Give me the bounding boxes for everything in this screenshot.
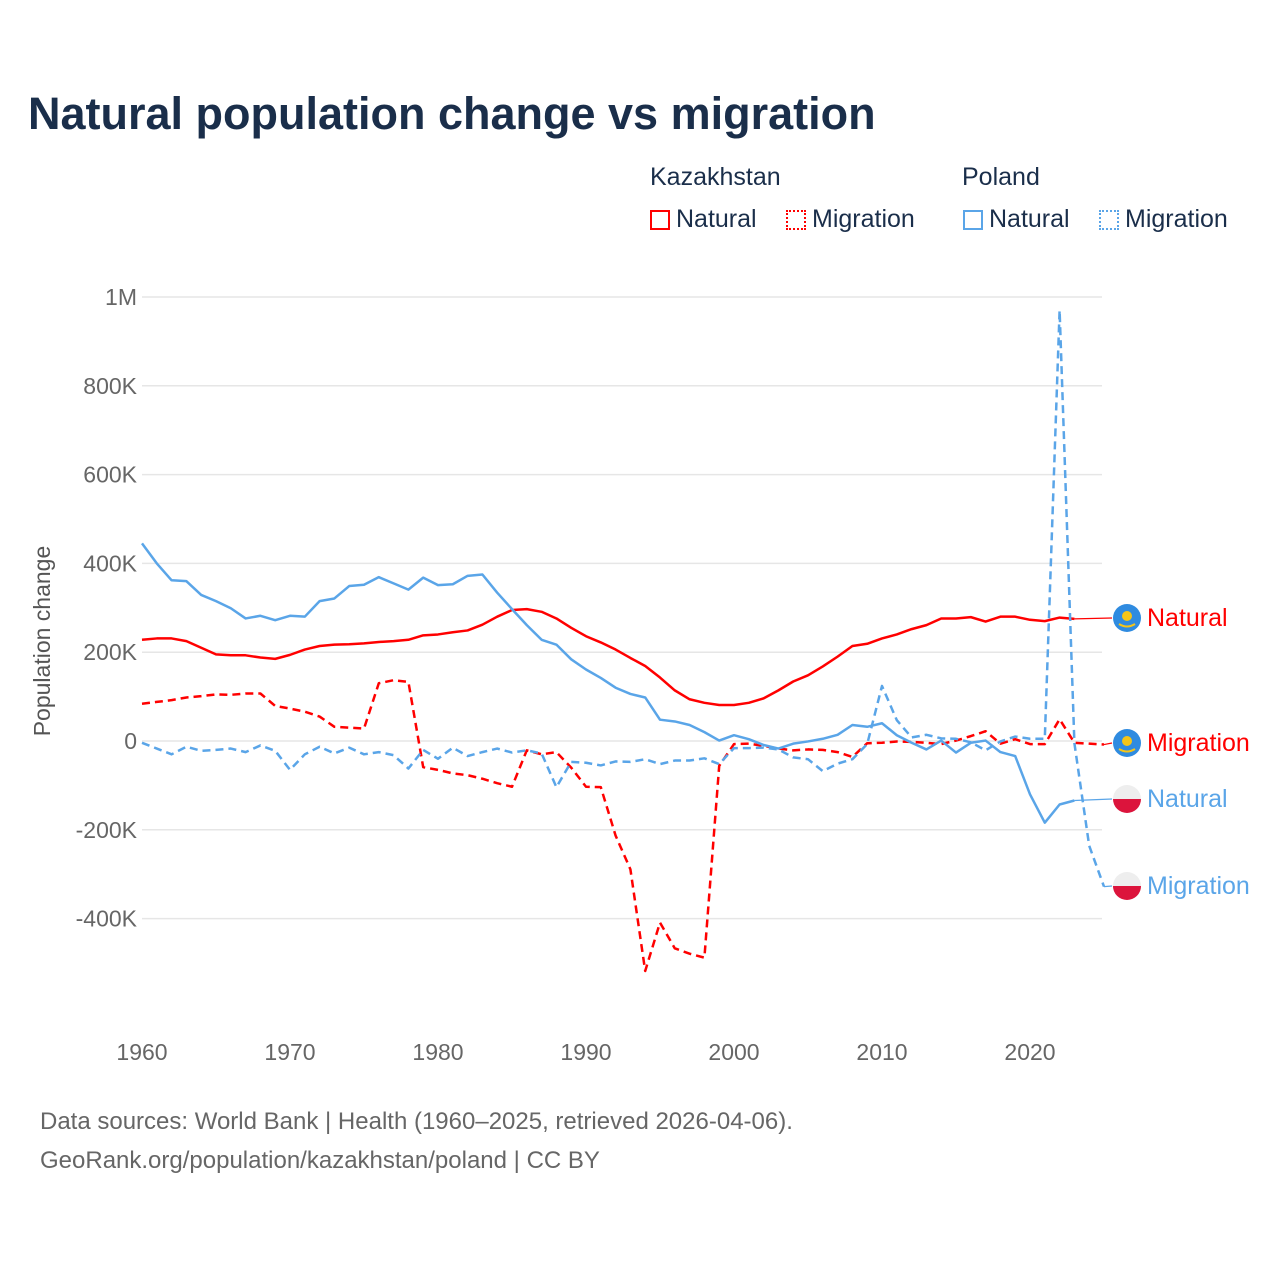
x-tick-label: 2000 — [708, 1039, 759, 1065]
poland-flag-icon — [1113, 872, 1141, 900]
y-tick-label: 800K — [83, 373, 137, 399]
series-end-label: Natural — [1147, 785, 1228, 813]
footer-sources: Data sources: World Bank | Health (1960–… — [40, 1108, 793, 1135]
legend-group-poland: Poland — [962, 163, 1040, 191]
legend-kz-natural[interactable]: Natural — [650, 205, 757, 234]
x-tick-label: 1990 — [560, 1039, 611, 1065]
y-tick-label: 600K — [83, 462, 137, 488]
label-connector — [1074, 798, 1113, 802]
label-connector — [1103, 885, 1113, 888]
y-tick-label: 0 — [124, 728, 137, 754]
dotted-swatch-icon — [786, 210, 806, 230]
x-tick-label: 1960 — [116, 1039, 167, 1065]
y-tick-label: 200K — [83, 639, 137, 665]
poland-flag-icon — [1113, 785, 1141, 813]
legend-label: Natural — [676, 205, 757, 233]
series-end-label: Natural — [1147, 604, 1228, 632]
series-line-kazakhstan-migration[interactable] — [141, 678, 1105, 973]
y-tick-label: -400K — [76, 906, 138, 932]
y-tick-label: -200K — [76, 817, 138, 843]
x-tick-label: 1970 — [264, 1039, 315, 1065]
footer-attribution[interactable]: GeoRank.org/population/kazakhstan/poland… — [40, 1147, 600, 1174]
y-tick-label: 400K — [83, 550, 137, 576]
y-tick-label: 1M — [105, 284, 137, 310]
kazakhstan-flag-icon — [1113, 604, 1141, 632]
legend-group-kazakhstan: Kazakhstan — [650, 163, 781, 191]
legend-label: Natural — [989, 205, 1070, 233]
series-end-label: Migration — [1147, 729, 1250, 757]
legend-label: Migration — [812, 205, 915, 233]
x-tick-label: 2010 — [856, 1039, 907, 1065]
solid-swatch-icon — [650, 210, 670, 230]
legend-label: Migration — [1125, 205, 1228, 233]
legend-kz-migration[interactable]: Migration — [786, 205, 915, 234]
kazakhstan-flag-icon — [1113, 729, 1141, 757]
legend-pl-natural[interactable]: Natural — [963, 205, 1070, 234]
x-tick-label: 1980 — [412, 1039, 463, 1065]
dotted-swatch-icon — [1099, 210, 1119, 230]
label-connector — [1103, 742, 1113, 746]
label-connector — [1074, 617, 1113, 620]
series-line-poland-natural[interactable] — [140, 542, 1075, 824]
x-tick-label: 2020 — [1004, 1039, 1055, 1065]
chart-title: Natural population change vs migration — [28, 88, 876, 139]
legend-pl-migration[interactable]: Migration — [1099, 205, 1228, 234]
y-axis-label: Population change — [29, 546, 55, 737]
series-line-poland-migration[interactable] — [141, 309, 1106, 888]
series-end-label: Migration — [1147, 872, 1250, 900]
series-line-kazakhstan-natural[interactable] — [141, 607, 1075, 707]
solid-swatch-icon — [963, 210, 983, 230]
